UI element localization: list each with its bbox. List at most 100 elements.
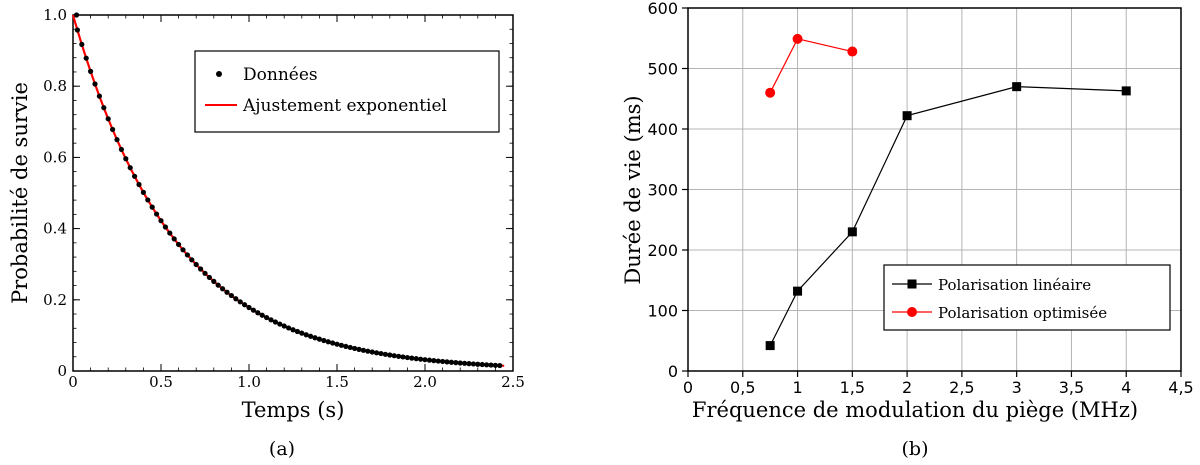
chart-a-data-point [180,247,186,253]
chart-a-data-point [198,266,204,272]
chart-b-ticks [682,7,1182,377]
chart-b-x-tick-label: 4,5 [1168,378,1193,397]
chart-a-data-point [413,356,419,362]
chart-a-data-point [215,282,221,288]
chart-a-data-point [96,93,102,99]
chart-a-data-point [457,360,463,366]
chart-a-data-point [497,362,503,369]
chart-a-data-point [360,347,366,353]
chart-a-data-point [391,353,397,359]
chart-b-legend-box [883,264,1171,331]
chart-b-y-tick-label: 400 [647,120,678,139]
chart-a-data-point [118,146,124,153]
chart-a-data-point [488,362,494,368]
chart-a-data-point [321,337,327,344]
chart-a-data-point [162,224,168,230]
chart-a-data-point [242,302,248,308]
chart-a-y-tick-label: 0.2 [43,291,67,309]
chart-a-data-point [286,325,292,331]
chart-a-data-points [73,12,503,369]
chart-a-data-point [255,310,261,316]
chart-b-legend-marker-lineaire [907,279,917,289]
chart-a-legend-box [194,50,500,133]
chart-a-data-point [396,353,402,359]
chart-a-x-tick-label: 1.0 [237,373,261,391]
chart-a-data-point [101,105,107,111]
chart-b-caption: (b) [902,438,929,460]
chart-b-series-line-0 [769,86,1127,346]
chart-a-data-point [237,299,243,305]
chart-a-data-point [154,211,160,217]
chart-a-data-point [404,354,410,361]
chart-a-data-point [264,314,270,321]
chart-b-legend-marker-optimisee [907,307,917,317]
chart-a-data-point [281,323,287,329]
chart-a-y-tick-label: 0 [57,362,67,380]
chart-a-data-point [325,339,331,345]
chart-a-data-point [435,358,441,364]
chart-a-data-point [352,345,358,352]
chart-a-legend-label-ajustement: Ajustement exponentiel [242,96,447,116]
chart-b-y-tick-label: 300 [647,181,678,200]
chart-a-data-point [290,327,296,333]
chart-a-data-point [224,289,230,295]
chart-b-x-tick-label: 0,5 [730,378,755,397]
chart-b-series [765,33,1131,351]
chart-a-data-point [387,352,393,358]
chart-a-data-point [105,116,111,122]
chart-a-data-point [330,340,336,346]
chart-a-data-point [444,359,450,365]
chart-a-x-axis-label: Temps (s) [242,398,345,422]
chart-a-data-point [466,361,472,367]
chart-a-data-point [294,328,300,335]
chart-b-x-tick-label: 3 [1012,378,1022,397]
chart-b-x-tick-label: 1,5 [840,378,865,397]
chart-b-y-tick-label: 100 [647,302,678,321]
chart-a-data-point [308,333,314,339]
chart-a-data-point [140,189,146,195]
chart-a-x-tick-label: 2.5 [501,373,525,391]
chart-b-point-circle [765,87,776,98]
chart-a-data-point [136,181,142,188]
chart-a-data-point [356,346,362,352]
chart-b-point-square [902,111,912,121]
chart-a-data-point [220,286,226,292]
chart-a-data-point [74,27,80,33]
chart-b-x-tick-label: 4 [1121,378,1131,397]
chart-a-data-point [73,12,80,18]
chart-a-data-point [88,68,94,74]
chart-a-data-point [127,165,133,171]
chart-b: 0 0,5 1 1,5 2 2,5 3 3,5 4 4,50100200300400500600 … [621,0,1194,460]
chart-b-legend-label-lineaire: Polarisation linéaire [938,276,1091,294]
chart-b-x-tick-label: 3,5 [1059,378,1084,397]
chart-a-data-point [409,355,415,361]
chart-a-ticks [72,14,514,372]
chart-a-data-point [422,357,428,363]
chart-a: 0 0.5 1.0 1.5 2.0 2.5 0 0.2 0.4 0.6 0.8 1.0 Temps (… [8,6,525,460]
chart-b-y-axis-label: Durée de vie (ms) [621,95,645,284]
chart-b-legend-label-optimisee: Polarisation optimisée [938,304,1107,322]
chart-a-data-point [453,360,459,366]
chart-b-point-square [847,227,857,237]
chart-a-data-point [382,351,388,357]
chart-a-data-point [316,336,322,342]
chart-b-point-square [765,341,775,351]
chart-a-legend-label-donnees: Données [243,65,318,85]
chart-a-tick-labels: 0 0.5 1.0 1.5 2.0 2.5 0 0.2 0.4 0.6 0.8 1.0 [43,6,525,391]
chart-a-data-point [334,341,340,347]
chart-a-data-point [184,252,190,258]
chart-a-legend: Données Ajustement exponentiel [194,50,500,133]
chart-a-data-point [189,257,195,263]
chart-a-data-point [374,350,380,356]
chart-a-data-point [233,296,239,302]
chart-a-x-tick-label: 0 [68,373,78,391]
chart-a-data-point [470,361,476,367]
chart-a-data-point [132,173,138,179]
chart-b-point-square [1121,86,1131,96]
chart-a-data-point [312,335,318,341]
chart-a-data-point [365,348,371,354]
chart-b-point-square [793,286,803,296]
chart-a-data-point [202,270,208,276]
chart-a-data-point [206,274,212,281]
chart-a-data-point [338,342,344,348]
